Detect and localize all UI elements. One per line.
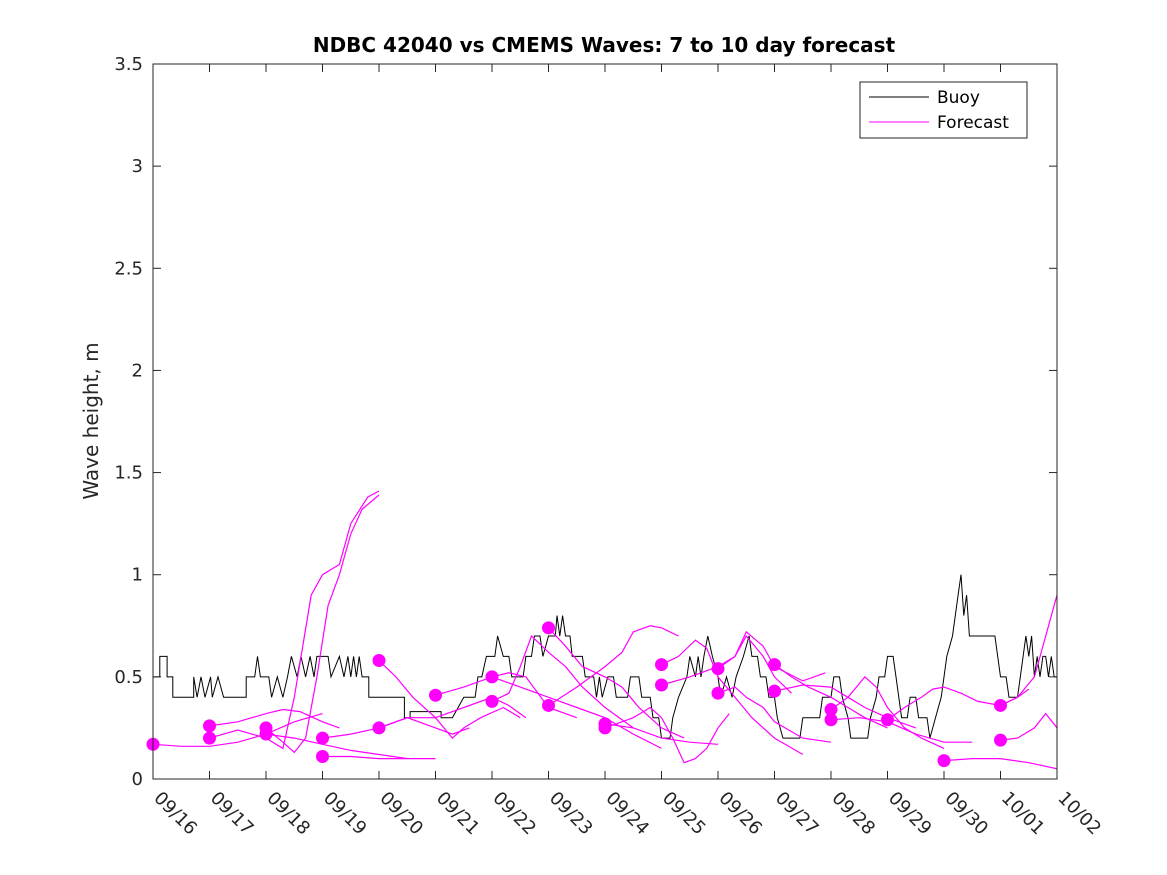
y-tick-label: 3.5 [114, 54, 143, 75]
forecast-start-markers [146, 621, 1007, 768]
y-tick-label: 0 [132, 769, 143, 790]
forecast-line [265, 733, 408, 760]
forecast-line [604, 706, 730, 764]
forecast-line [830, 676, 945, 749]
forecast-line [661, 639, 804, 756]
forecast-start-point [542, 698, 555, 712]
forecast-start-point [598, 721, 612, 735]
legend-forecast-label: Forecast [937, 113, 1009, 133]
legend-buoy-label: Buoy [937, 88, 980, 108]
y-tick-label: 0.5 [114, 667, 143, 688]
forecast-line [830, 717, 973, 743]
forecast-start-point [485, 670, 499, 684]
forecast-start-point [824, 713, 838, 727]
y-tick-label: 1.5 [114, 463, 143, 484]
forecast-start-point [824, 703, 838, 717]
forecast-line [548, 627, 685, 739]
forecast-line [209, 708, 340, 729]
forecast-line [209, 490, 380, 750]
forecast-start-point [994, 733, 1007, 747]
forecast-start-point [372, 654, 386, 668]
forecast-start-point [316, 750, 329, 764]
forecast-line [153, 713, 323, 747]
y-tick-label: 3 [132, 156, 143, 177]
forecast-line [548, 625, 679, 707]
forecast-start-point [994, 698, 1007, 712]
forecast-start-point [259, 727, 273, 741]
forecast-start-point [542, 621, 555, 635]
forecast-line [491, 676, 662, 749]
buoy-series [153, 574, 1057, 739]
axes-background [153, 64, 1057, 779]
forecast-line [604, 723, 719, 745]
forecast-line [378, 696, 527, 729]
y-tick-label: 2 [132, 360, 143, 381]
y-tick-label: 1 [132, 565, 143, 586]
forecast-start-point [485, 694, 499, 708]
forecast-start-point [655, 658, 668, 672]
forecast-start-point [881, 713, 894, 727]
y-axis: 0 0.5 1 1.5 2 2.5 3 3.5 [114, 54, 1057, 790]
forecast-start-point [203, 719, 216, 733]
forecast-line [1000, 592, 1057, 707]
forecast-start-point [711, 662, 725, 676]
forecast-line [661, 634, 792, 694]
forecast-start-point [203, 731, 216, 745]
y-axis-label: Wave height, m [79, 342, 103, 499]
forecast-line [265, 494, 380, 754]
forecast-start-point [768, 684, 781, 698]
forecast-start-point [316, 731, 329, 745]
forecast-start-point [711, 686, 725, 700]
forecast-start-point [429, 688, 442, 702]
forecast-start-point [768, 658, 781, 672]
forecast-line [943, 758, 1057, 770]
y-tick-label: 2.5 [114, 258, 143, 279]
chart-title: NDBC 42040 vs CMEMS Waves: 7 to 10 day f… [313, 33, 896, 57]
legend-box [859, 81, 1028, 139]
forecast-line [717, 686, 832, 743]
buoy-line [153, 574, 1057, 739]
forecast-start-point [655, 678, 668, 692]
forecast-line [378, 660, 521, 739]
plot-area: 00.511.522.533.5 09/16 09/17 09/18 09/19 09/… [114, 54, 1105, 839]
forecast-line [1000, 712, 1057, 741]
forecast-start-point [372, 721, 386, 735]
forecast-start-point [937, 754, 951, 768]
forecast-line [774, 664, 888, 729]
forecast-line [322, 755, 436, 760]
forecast-line [717, 630, 826, 682]
legend: Buoy Forecast [859, 81, 1028, 139]
